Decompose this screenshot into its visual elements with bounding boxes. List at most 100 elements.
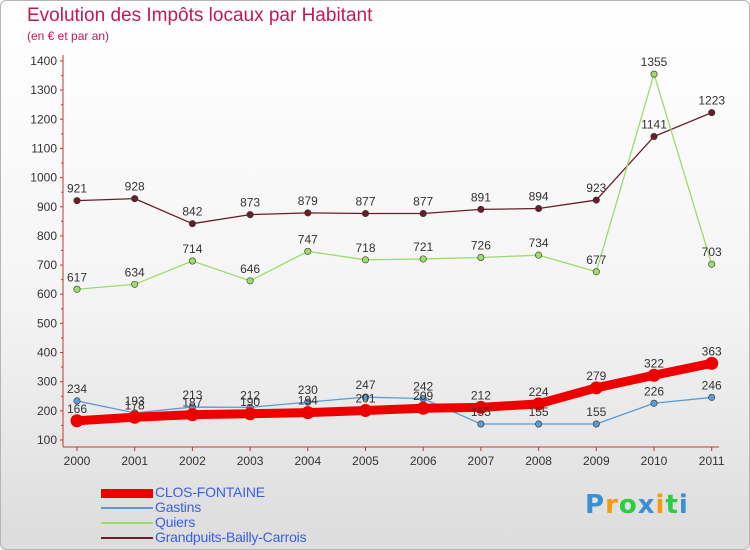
y-tick-label: 500 — [37, 316, 57, 330]
data-point — [708, 393, 716, 401]
legend-swatch — [101, 507, 153, 509]
data-label: 718 — [355, 241, 375, 255]
data-point — [361, 209, 369, 217]
logo-letter: i — [655, 490, 666, 520]
data-point — [70, 414, 84, 428]
data-point — [535, 205, 543, 213]
x-tick-label: 2009 — [583, 454, 610, 468]
legend-label: Grandpuits-Bailly-Carrois — [155, 529, 307, 545]
y-tick-label: 900 — [37, 200, 57, 214]
data-label: 921 — [67, 182, 87, 196]
data-point — [301, 406, 315, 420]
y-tick-label: 800 — [37, 229, 57, 243]
y-tick-label: 300 — [37, 375, 57, 389]
data-label: 224 — [529, 385, 549, 399]
x-tick-label: 2010 — [641, 454, 668, 468]
data-point — [73, 285, 81, 293]
data-point — [128, 410, 142, 424]
legend-swatch — [101, 488, 153, 498]
series-line-gastins — [76, 396, 713, 425]
data-label: 646 — [240, 262, 260, 276]
data-point — [419, 209, 427, 217]
data-label: 363 — [702, 344, 722, 358]
y-tick-label: 400 — [37, 346, 57, 360]
data-label: 894 — [529, 190, 549, 204]
chart-subtitle: (en € et par an) — [27, 29, 110, 43]
data-label: 877 — [413, 194, 433, 208]
data-label: 201 — [355, 392, 375, 406]
data-label: 1223 — [698, 94, 725, 108]
data-point — [650, 133, 658, 141]
data-point — [705, 356, 719, 370]
y-tick-label: 1300 — [30, 83, 57, 97]
data-point — [708, 260, 716, 268]
data-point — [188, 257, 196, 265]
data-label: 213 — [182, 388, 202, 402]
data-label: 617 — [67, 270, 87, 284]
data-label: 230 — [298, 383, 318, 397]
y-tick-label: 600 — [37, 287, 57, 301]
data-label: 842 — [182, 205, 202, 219]
data-label: 234 — [67, 382, 87, 396]
x-tick-label: 2001 — [121, 454, 148, 468]
data-label: 155 — [529, 405, 549, 419]
legend-label: CLOS-FONTAINE — [155, 484, 265, 500]
chart-title: Evolution des Impôts locaux par Habitant — [27, 5, 373, 26]
data-label: 634 — [125, 265, 145, 279]
data-point — [708, 109, 716, 117]
data-point — [647, 368, 661, 382]
legend-label: Gastins — [155, 499, 202, 515]
data-label: 734 — [529, 236, 549, 250]
data-label: 226 — [644, 384, 664, 398]
x-tick-label: 2011 — [699, 454, 725, 468]
x-tick-label: 2003 — [237, 454, 264, 468]
data-label: 279 — [586, 369, 606, 383]
data-point — [416, 401, 430, 415]
data-label: 1355 — [641, 55, 668, 69]
data-label: 212 — [471, 388, 491, 402]
y-tick-label: 1200 — [30, 112, 57, 126]
x-tick-label: 2006 — [410, 454, 437, 468]
data-label: 873 — [240, 196, 260, 210]
data-point — [592, 268, 600, 276]
data-point — [592, 420, 600, 428]
data-label: 190 — [240, 395, 260, 409]
data-point — [477, 420, 485, 428]
data-point — [359, 404, 372, 418]
data-label: 726 — [471, 238, 491, 252]
x-tick-label: 2005 — [352, 454, 379, 468]
data-label: 877 — [355, 194, 375, 208]
x-tick-label: 2004 — [294, 454, 321, 468]
data-point — [361, 393, 369, 401]
data-label: 155 — [471, 405, 491, 419]
data-point — [243, 407, 257, 421]
x-tick-label: 2002 — [179, 454, 206, 468]
data-point — [535, 420, 543, 428]
data-label: 209 — [413, 389, 433, 403]
logo-letter: r — [605, 490, 619, 520]
data-label: 703 — [702, 245, 722, 259]
data-label: 677 — [586, 253, 606, 267]
series-line-quiers — [76, 73, 713, 290]
data-point — [589, 381, 603, 395]
data-point — [535, 251, 543, 259]
data-label: 747 — [298, 232, 318, 246]
data-point — [185, 408, 199, 422]
data-point — [246, 211, 254, 219]
logo-letter: P — [585, 490, 606, 520]
x-tick-label: 2000 — [64, 454, 91, 468]
legend-swatch — [101, 522, 153, 524]
data-label: 923 — [586, 181, 606, 195]
data-label: 155 — [586, 405, 606, 419]
logo-letter: x — [637, 490, 656, 520]
x-tick-label: 2007 — [468, 454, 495, 468]
data-point — [73, 197, 81, 205]
data-point — [361, 256, 369, 264]
data-label: 714 — [182, 242, 202, 256]
data-point — [304, 398, 312, 406]
legend-swatch — [101, 537, 153, 539]
data-point — [650, 399, 658, 407]
data-point — [477, 205, 485, 213]
data-point — [650, 70, 658, 78]
